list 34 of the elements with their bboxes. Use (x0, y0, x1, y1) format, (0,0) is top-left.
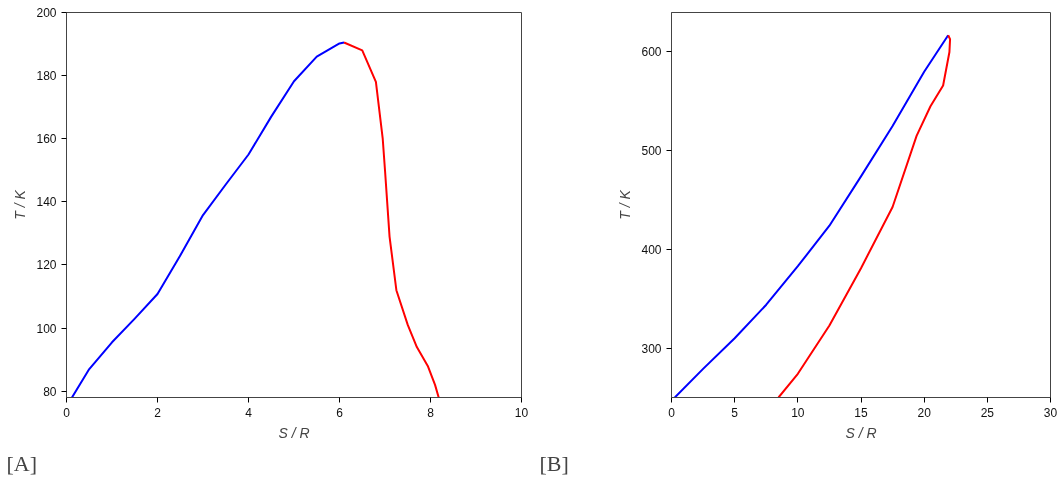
text: [B] (539, 450, 569, 476)
x-tick-label: 10 (514, 405, 529, 420)
text: [A] (6, 450, 38, 476)
y-tick-label: 300 (641, 341, 662, 356)
x-tick-label: 8 (427, 405, 435, 420)
y-tick-label: 100 (36, 321, 57, 336)
y-tick-label: 160 (36, 132, 57, 147)
x-tick-label: 2 (154, 405, 162, 420)
x-tick-label: 6 (336, 405, 344, 420)
y-tick-label: 500 (641, 144, 662, 159)
y-tick-label: 200 (36, 6, 57, 20)
y-tick-label: 400 (641, 242, 662, 257)
y-tick-label: 600 (641, 45, 662, 60)
x-tick-label: 25 (980, 405, 995, 420)
y-axis-title: T / K (12, 189, 29, 220)
line-series (70, 41, 346, 398)
x-tick-label: 10 (791, 405, 805, 420)
line-series (343, 41, 440, 398)
x-tick-label: 0 (668, 405, 676, 420)
y-axis-title: T / K (617, 189, 634, 220)
x-axis-title: S / R (278, 424, 310, 441)
line-series (777, 34, 952, 398)
y-tick-label: 120 (36, 258, 57, 273)
x-tick-label: 20 (917, 405, 932, 420)
x-axis-title: S / R (845, 424, 877, 441)
x-tick-label: 30 (1043, 405, 1058, 420)
x-tick-label: 0 (63, 405, 71, 420)
y-tick-label: 180 (36, 69, 57, 84)
x-tick-label: 15 (854, 405, 868, 420)
x-tick-label: 5 (731, 405, 739, 420)
y-tick-label: 80 (43, 384, 57, 399)
line-series (673, 34, 950, 398)
y-tick-label: 140 (36, 195, 57, 210)
x-tick-label: 4 (245, 405, 253, 420)
